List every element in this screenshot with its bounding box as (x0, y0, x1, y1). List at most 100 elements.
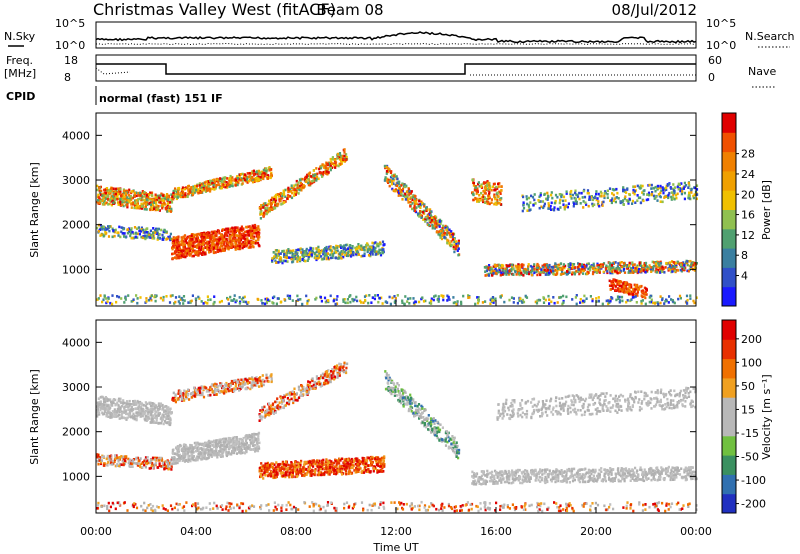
heatmap-cell (522, 201, 525, 204)
heatmap-cell (255, 229, 258, 232)
heatmap-cell (633, 295, 636, 299)
heatmap-cell (178, 247, 181, 250)
heatmap-cell (496, 187, 499, 190)
heatmap-cell (310, 175, 313, 178)
heatmap-cell (154, 198, 157, 202)
heatmap-cell (102, 397, 105, 400)
heatmap-cell (377, 300, 380, 304)
heatmap-cell (290, 186, 293, 189)
heatmap-cell (424, 206, 428, 210)
heatmap-cell (494, 188, 497, 192)
heatmap-cell (687, 181, 690, 185)
heatmap-cell (204, 242, 207, 245)
heatmap-cell (293, 252, 296, 256)
heatmap-cell (485, 200, 488, 204)
colorbar-tick-label: 20 (741, 188, 755, 201)
heatmap-cell (645, 289, 648, 292)
heatmap-cell (508, 264, 511, 267)
heatmap-cell (140, 406, 143, 409)
heatmap-cell (108, 202, 111, 206)
heatmap-cell (436, 298, 439, 301)
heatmap-cell (258, 235, 261, 239)
heatmap-cell (642, 193, 645, 196)
heatmap-cell (602, 270, 605, 274)
heatmap-cell (660, 270, 664, 273)
heatmap-cell (307, 257, 310, 260)
heatmap-cell (115, 454, 118, 457)
heatmap-cell (249, 227, 252, 230)
heatmap-cell (426, 217, 430, 220)
heatmap-cell (301, 258, 304, 261)
heatmap-cell (251, 245, 254, 248)
heatmap-cell (160, 421, 163, 425)
heatmap-cell (272, 206, 276, 209)
heatmap-cell (622, 268, 626, 271)
heatmap-cell (111, 195, 115, 198)
heatmap-cell (283, 255, 286, 258)
heatmap-cell (620, 295, 624, 299)
heatmap-cell (615, 298, 618, 302)
heatmap-cell (171, 195, 174, 199)
heatmap-cell (168, 205, 171, 208)
heatmap-cell (285, 249, 288, 252)
heatmap-cell (273, 195, 276, 199)
heatmap-cell (231, 176, 234, 179)
heatmap-cell (526, 202, 529, 206)
heatmap-cell (606, 270, 609, 273)
heatmap-cell (550, 201, 553, 205)
heatmap-cell (212, 186, 215, 189)
heatmap-cell (268, 209, 271, 213)
heatmap-cell (228, 240, 231, 244)
heatmap-cell (148, 402, 151, 406)
heatmap-cell (498, 268, 501, 272)
heatmap-cell (412, 297, 415, 300)
heatmap-cell (359, 299, 362, 303)
heatmap-cell (614, 269, 617, 273)
heatmap-cell (614, 200, 617, 204)
heatmap-cell (214, 251, 217, 254)
heatmap-cell (491, 185, 494, 189)
heatmap-cell (130, 406, 134, 409)
heatmap-cell (391, 296, 394, 300)
heatmap-cell (536, 269, 539, 272)
heatmap-cell (518, 299, 521, 302)
heatmap-cell (381, 302, 384, 305)
heatmap-cell (227, 231, 230, 234)
heatmap-cell (619, 280, 622, 283)
heatmap-cell (496, 264, 499, 267)
heatmap-cell (214, 234, 217, 237)
heatmap-cell (176, 196, 179, 199)
heatmap-cell (338, 152, 342, 155)
heatmap-cell (462, 294, 465, 298)
heatmap-cell (213, 230, 216, 233)
heatmap-cell (136, 199, 140, 203)
heatmap-cell (256, 297, 259, 301)
heatmap-cell (441, 227, 444, 230)
heatmap-cell (578, 191, 581, 195)
heatmap-cell (429, 208, 432, 211)
heatmap-cell (451, 238, 454, 241)
heatmap-cell (97, 199, 100, 202)
heatmap-cell (290, 184, 293, 187)
heatmap-cell (490, 270, 493, 273)
heatmap-cell (242, 176, 246, 180)
heatmap-cell (432, 216, 436, 219)
heatmap-cell (577, 269, 580, 273)
heatmap-cell (478, 184, 481, 188)
heatmap-cell (167, 423, 170, 426)
heatmap-cell (415, 202, 418, 206)
heatmap-cell (107, 405, 110, 408)
heatmap-cell (467, 294, 470, 297)
heatmap-cell (168, 209, 171, 213)
heatmap-cell (123, 232, 126, 235)
heatmap-cell (206, 187, 209, 190)
heatmap-cell (236, 238, 240, 242)
heatmap-cell (162, 196, 165, 200)
heatmap-cell (440, 294, 443, 297)
heatmap-cell (218, 248, 221, 252)
heatmap-cell (515, 273, 518, 276)
heatmap-cell (238, 296, 241, 299)
heatmap-cell (349, 300, 352, 304)
heatmap-cell (206, 183, 209, 187)
heatmap-cell (601, 302, 604, 306)
